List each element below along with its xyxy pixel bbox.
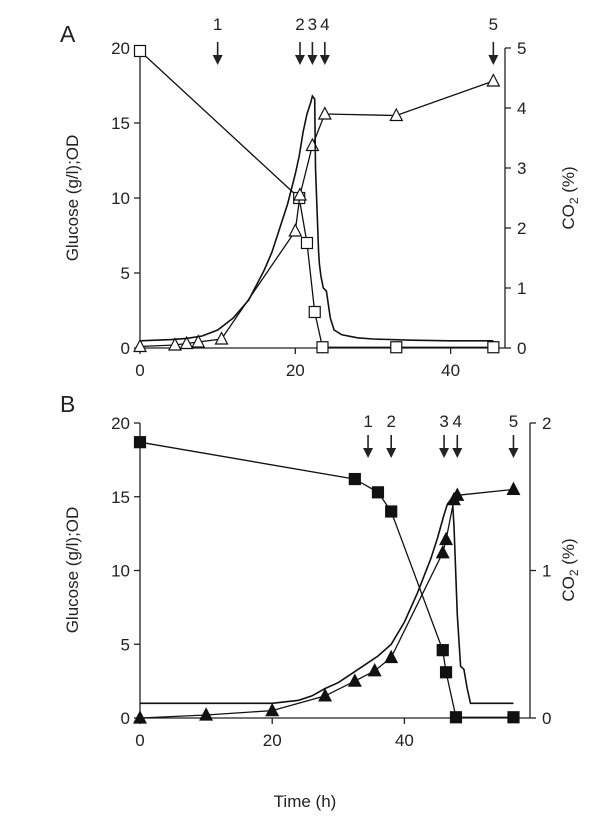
panel-b-ytick-right-label: 0: [542, 709, 551, 728]
panel-b-triangle-point: [199, 707, 214, 721]
panel-b-series-2-line: [140, 498, 514, 705]
panel-a-triangle-point: [305, 137, 320, 152]
panel-a-ytick-right-label: 0: [517, 339, 526, 358]
panel-a-triangle-point: [486, 73, 501, 87]
panel-b-square-point: [436, 644, 449, 657]
panel-a-triangle-point: [179, 335, 194, 350]
panel-a-ylabel-left: Glucose (g/l);OD: [63, 135, 82, 262]
panel-b-arrow-label: 3: [439, 412, 448, 431]
panel-b-triangle-point: [265, 702, 280, 717]
panel-b-triangle-point: [435, 545, 450, 559]
panel-b-xtick-label: 20: [263, 731, 282, 750]
panel-a-square-point: [487, 341, 500, 354]
panel-a-arrow-label: 5: [489, 15, 498, 34]
panel-b-letter: B: [60, 391, 75, 417]
panel-b-ytick-left-label: 5: [121, 635, 130, 654]
x-axis-title: Time (h): [274, 792, 337, 811]
panel-b-ytick-left-label: 10: [111, 562, 130, 581]
panel-a-arrow-label: 3: [308, 15, 317, 34]
panel-b-triangle-point: [506, 481, 521, 495]
panel-b-square-point: [449, 711, 463, 724]
panel-b-triangle-point: [133, 710, 147, 724]
panel-b-arrow-label: 2: [386, 412, 395, 431]
panel-a-ylabel-right: CO2 (%): [559, 166, 581, 229]
panel-a-triangle-point: [191, 334, 206, 348]
panel-b-ytick-right-label: 2: [542, 414, 551, 433]
panel-b-square-point: [348, 472, 361, 486]
panel-a-arrow-head: [488, 55, 499, 65]
panel-a-triangle-point: [317, 106, 332, 120]
panel-b-triangle-point: [318, 688, 333, 702]
panel-a-ytick-left-label: 15: [111, 114, 130, 133]
panel-a-ytick-right-label: 4: [517, 99, 526, 118]
panel-a-ytick-right-label: 1: [517, 279, 526, 298]
panel-a: A Glucose (g/l);OD CO2 (%) 0510152001234…: [60, 15, 581, 380]
panel-a-ytick-left-label: 0: [121, 339, 130, 358]
panel-b-arrow-head: [363, 448, 374, 458]
panel-a-arrow-head: [319, 55, 330, 65]
panel-a-arrow-label: 1: [213, 15, 222, 34]
panel-a-letter: A: [60, 21, 76, 47]
panel-b-triangle-point: [347, 673, 362, 687]
panel-a-triangle-point: [133, 338, 147, 353]
panel-b-ylabel-left: Glucose (g/l);OD: [63, 507, 82, 634]
panel-b-arrow-label: 5: [509, 412, 518, 431]
panel-b-arrow-head: [452, 448, 463, 458]
panel-b-series-0-line: [139, 441, 514, 718]
panel-a-triangle-point: [389, 107, 404, 122]
panel-b-arrow-label: 1: [363, 412, 372, 431]
panel-a-square-point: [390, 341, 403, 354]
panel-a-ytick-left-label: 20: [111, 39, 130, 58]
panel-a-ytick-left-label: 10: [111, 189, 130, 208]
panel-b-ytick-right-label: 1: [542, 562, 551, 581]
panel-b-square-point: [507, 711, 520, 724]
panel-a-triangle-point: [292, 187, 307, 201]
panel-a-arrow-label: 2: [295, 15, 304, 34]
panel-a-ytick-left-label: 5: [121, 264, 130, 283]
panel-a-xtick-label: 40: [441, 361, 460, 380]
panel-b-ytick-left-label: 20: [111, 414, 130, 433]
panel-a-square-point: [300, 236, 314, 250]
panel-a-ytick-right-label: 2: [517, 219, 526, 238]
panel-a-triangle-point: [167, 337, 182, 351]
panel-b-square-point: [371, 486, 385, 499]
panel-b-ytick-left-label: 0: [121, 709, 130, 728]
panel-b-square-point: [439, 666, 453, 679]
panel-b-ylabel-right: CO2 (%): [559, 538, 581, 601]
panel-b-arrow-head: [439, 448, 450, 458]
panel-a-arrow-head: [212, 55, 223, 65]
panel-b-triangle-point: [367, 663, 382, 677]
panel-a-xtick-label: 0: [135, 361, 144, 380]
panel-b-square-point: [133, 436, 147, 449]
panel-a-arrow-head: [294, 55, 305, 65]
panel-b-ytick-left-label: 15: [111, 488, 130, 507]
panel-b-arrow-head: [508, 448, 519, 458]
panel-b-triangle-point: [450, 487, 465, 501]
panel-a-triangle-point: [288, 223, 303, 237]
panel-a-arrow-label: 4: [320, 15, 329, 34]
panel-b-xtick-label: 40: [395, 731, 414, 750]
panel-a-triangle-point: [214, 331, 229, 345]
panel-a-square-point: [133, 44, 147, 58]
panel-a-arrow-head: [307, 55, 318, 65]
panel-a-ytick-right-label: 5: [517, 39, 526, 58]
panel-a-xtick-label: 20: [286, 361, 305, 380]
panel-b-triangle-point: [439, 531, 454, 546]
panel-a-ytick-right-label: 3: [517, 159, 526, 178]
panel-b-triangle-point: [384, 649, 399, 664]
panel-b-square-point: [385, 505, 398, 518]
panel-a-square-point: [308, 305, 321, 319]
panel-a-square-point: [316, 341, 329, 354]
panel-a-series-2-line: [139, 94, 494, 342]
panel-b-arrow-head: [386, 448, 397, 458]
panel-b-arrow-label: 4: [453, 412, 462, 431]
panel-b-xtick-label: 0: [135, 731, 144, 750]
